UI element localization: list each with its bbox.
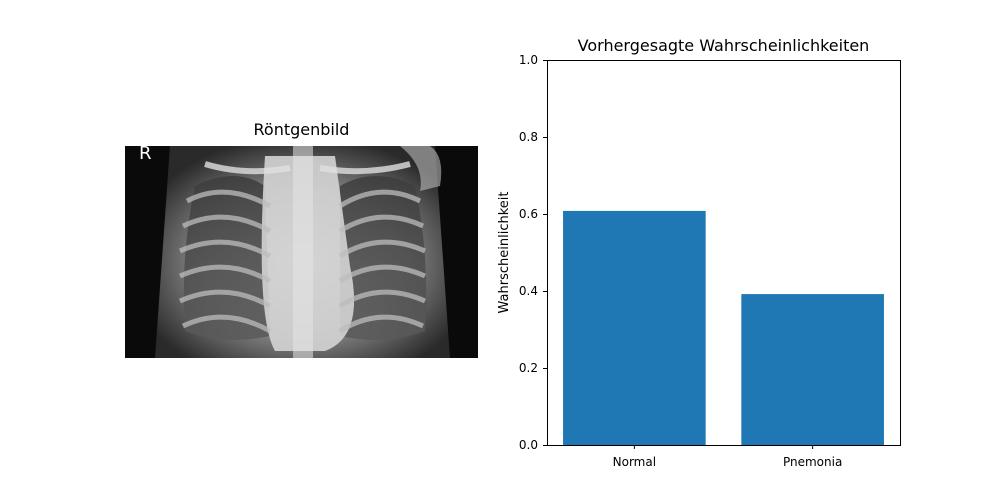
y-tick-label: 0.0 bbox=[519, 438, 538, 452]
xray-marker-letter: R bbox=[139, 146, 152, 164]
y-axis-label: Wahrscheinlichkeit bbox=[497, 192, 512, 314]
bar-normal bbox=[563, 210, 706, 445]
y-tick-label: 0.2 bbox=[519, 361, 538, 375]
plot-frame bbox=[547, 60, 901, 446]
bar-pnemonia bbox=[741, 294, 884, 445]
x-tick-label: Normal bbox=[613, 455, 656, 469]
x-tick-label: Pnemonia bbox=[783, 455, 842, 469]
y-tick-label: 0.6 bbox=[519, 207, 538, 221]
y-tick-label: 1.0 bbox=[519, 53, 538, 67]
y-tick-label: 0.8 bbox=[519, 130, 538, 144]
image-title: Röntgenbild bbox=[253, 120, 350, 139]
y-tick-label: 0.4 bbox=[519, 284, 538, 298]
xray-image: R bbox=[125, 146, 478, 358]
chart-title: Vorhergesagte Wahrscheinlichkeiten bbox=[578, 36, 870, 55]
